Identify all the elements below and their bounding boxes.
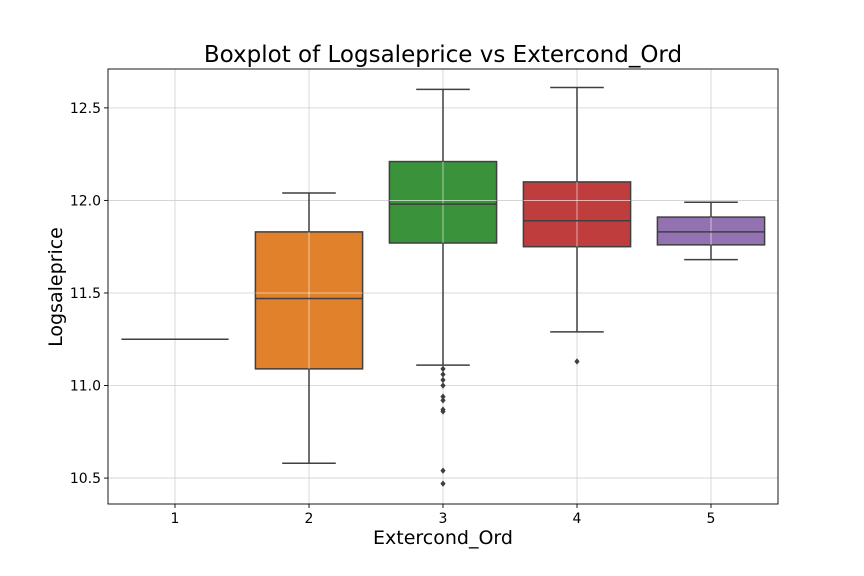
- outlier-point: [440, 397, 446, 404]
- outlier-point: [574, 358, 580, 365]
- y-tick-label: 12.5: [70, 101, 101, 117]
- box-group-5: [656, 201, 766, 261]
- outlier-point: [440, 393, 446, 400]
- outlier-point: [440, 376, 446, 384]
- box-group-2: [254, 192, 364, 465]
- x-tick-label: 2: [305, 511, 314, 527]
- outlier-point: [440, 467, 446, 474]
- box-group-4: [522, 86, 632, 365]
- chart-title: Boxplot of Logsaleprice vs Extercond_Ord: [204, 42, 682, 68]
- box-group-3: [388, 88, 498, 487]
- outlier-point: [440, 371, 446, 378]
- outlier-point: [440, 365, 446, 373]
- outlier-point: [440, 408, 446, 415]
- box-layer: [121, 86, 766, 487]
- x-tick-label: 1: [171, 511, 180, 527]
- y-tick-label: 11.5: [70, 286, 101, 302]
- y-tick-label: 12.0: [70, 193, 101, 209]
- y-tick-label: 10.5: [70, 471, 101, 487]
- x-tick-label: 5: [707, 511, 716, 527]
- outlier-point: [440, 382, 446, 389]
- tick-layer: 10.5 11.0 11.5 12.0 12.5 1 2 3 4 5: [70, 101, 716, 527]
- x-axis-label: Extercond_Ord: [373, 527, 513, 549]
- y-axis-label: Logsaleprice: [45, 227, 67, 347]
- outlier-point: [440, 480, 446, 487]
- x-tick-label: 3: [439, 511, 448, 527]
- x-tick-label: 4: [573, 511, 582, 527]
- y-tick-label: 11.0: [70, 379, 101, 395]
